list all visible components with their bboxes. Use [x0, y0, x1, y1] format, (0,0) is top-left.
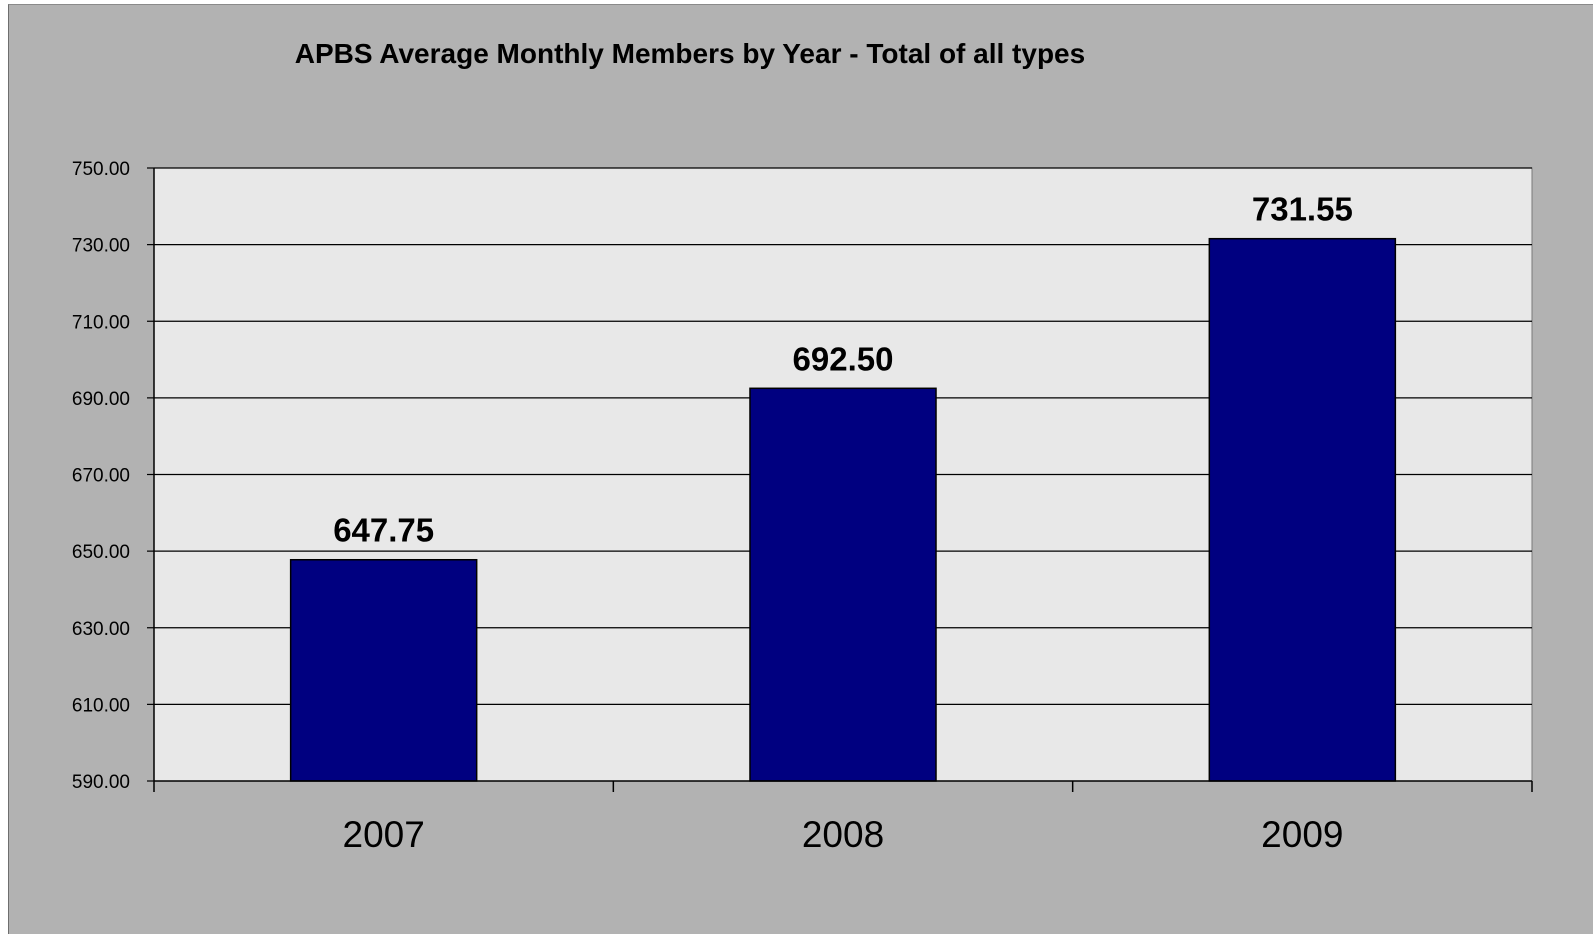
y-tick-label: 590.00: [72, 772, 130, 793]
y-tick-label: 670.00: [72, 466, 130, 487]
data-labels: 647.75 692.50 731.55: [333, 191, 1353, 549]
y-tick-label: 610.00: [72, 695, 130, 716]
y-tick-label: 730.00: [72, 236, 130, 257]
x-axis-ticks: 2007 2008 2009: [343, 814, 1344, 855]
axes: [147, 167, 1533, 792]
bar-2009: [1208, 237, 1397, 782]
y-axis-ticks: 590.00 610.00 630.00 650.00 670.00 690.00 710.…: [72, 159, 130, 793]
x-tick-label: 2007: [343, 814, 425, 855]
y-tick-label: 710.00: [72, 312, 130, 333]
y-tick-label: 650.00: [72, 542, 130, 563]
y-tick-label: 690.00: [72, 389, 130, 410]
data-label: 647.75: [333, 512, 434, 549]
data-label: 692.50: [793, 340, 894, 377]
bar-2007: [289, 558, 478, 782]
x-tick-label: 2009: [1261, 814, 1343, 855]
y-tick-label: 630.00: [72, 619, 130, 640]
data-label: 731.55: [1252, 191, 1353, 228]
bar-2008: [749, 387, 937, 782]
y-tick-label: 750.00: [72, 159, 130, 180]
x-tick-label: 2008: [802, 814, 884, 855]
chart-title: APBS Average Monthly Members by Year - T…: [295, 38, 1085, 69]
bars: [289, 237, 1397, 782]
